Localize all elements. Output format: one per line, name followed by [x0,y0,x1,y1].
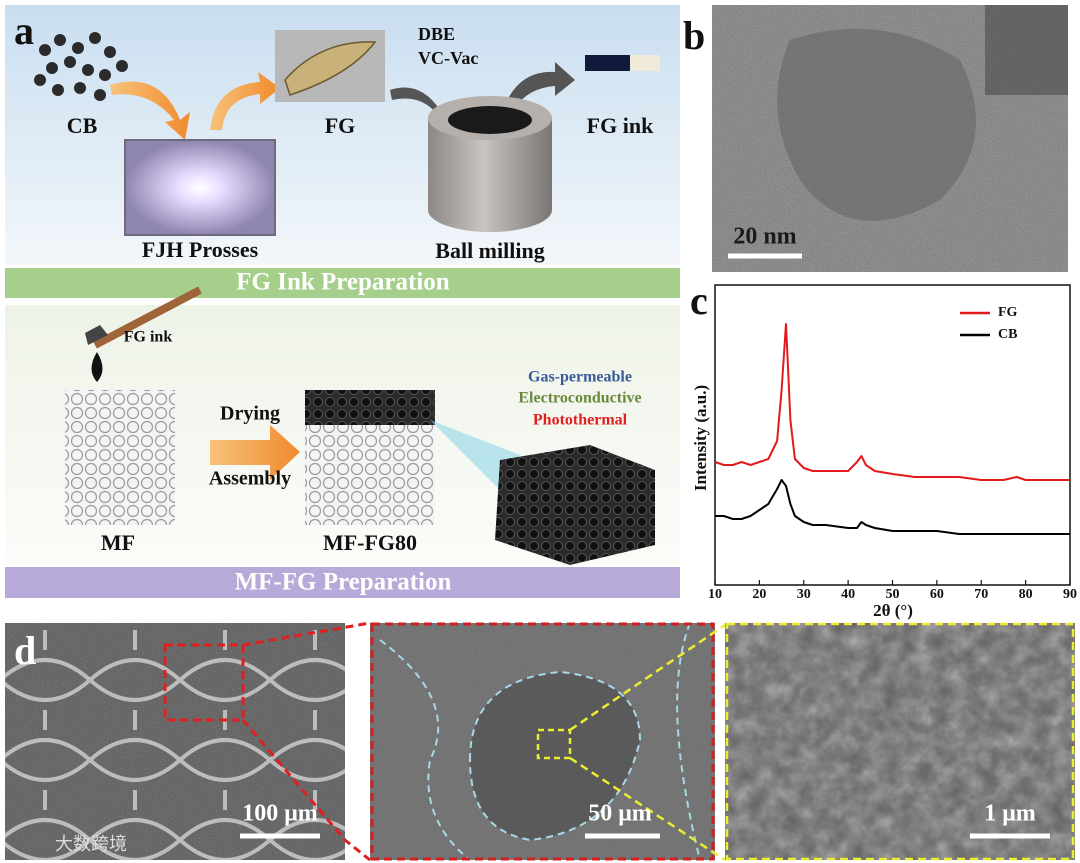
scale-label: 100 μm [242,801,318,827]
x-tick-label: 20 [752,587,766,602]
scale-label: 50 μm [588,801,652,827]
fg-cube [495,445,655,565]
scale-label: 20 nm [733,224,796,250]
brush [93,286,202,349]
label: VC-Vac [418,48,478,68]
panel-a-text: a CB FG DBE VC-Vac FG ink FJH Prosses Ba… [14,8,654,596]
label: Drying [220,403,280,425]
property: Photothermal [533,412,628,429]
mill-hole [448,106,532,134]
sem-texture [725,623,1075,860]
label: DBE [418,24,455,44]
scale-label: 1 μm [984,801,1036,827]
x-axis-label: 2θ (°) [873,601,913,620]
data-line [715,479,1070,535]
panel-label: d [14,628,36,673]
x-tick-label: 80 [1019,587,1033,602]
arrow [505,62,575,108]
zoom-line [241,621,371,862]
arrow [210,425,300,480]
mill-body [428,118,552,232]
panel-d: d 100 μm 50 μm 1 μm 大数跨境 [5,621,1075,862]
x-tick-label: 40 [841,587,855,602]
arrow [210,72,280,130]
property: Electroconductive [518,390,641,407]
zoom-box [536,728,572,760]
x-tick-label: 10 [708,587,722,602]
graphene-sheet [985,5,1068,95]
watermark: 大数跨境 [55,834,127,855]
fg-flake [284,41,377,96]
label: Assembly [209,468,291,490]
fg-coating [305,390,435,425]
x-tick-label: 30 [797,587,811,602]
frame [725,622,1075,861]
x-tick-label: 50 [886,587,900,602]
sem-texture [5,623,345,860]
panel-a [5,5,680,598]
zoom-beam [430,420,520,490]
data-line [714,323,1070,481]
x-tick-label: 90 [1063,587,1077,602]
legend-label: FG [998,305,1018,320]
label: FG [325,113,356,138]
brush-head [85,325,108,345]
mf-foam [65,390,175,525]
label: FG ink [587,113,654,138]
ink-pen-tip [630,55,660,71]
panel-label: a [14,8,34,53]
label: FG ink [124,329,173,346]
label: FJH Prosses [142,237,259,262]
fjh-device-frame [124,139,276,236]
cell-outline [468,670,642,842]
zoom-line [569,623,726,862]
carbon-black-particles [34,32,128,101]
ink-pen [585,55,630,71]
banner-title: MF-FG Preparation [235,569,452,596]
banner [5,567,680,598]
panel-c: c 2θ (°) Intensity (a.u.) 10 20 30 40 50 60 70… [690,278,1077,620]
zoom-box [163,643,245,722]
y-axis-label: Intensity (a.u.) [691,385,710,491]
banner-title: FG Ink Preparation [236,269,450,296]
ink-drop [91,352,103,382]
graphene-sheet [777,28,976,221]
panel-label: b [683,13,705,58]
panel-label: c [690,278,708,323]
cell-outline [379,622,701,861]
x-tick-label: 60 [930,587,944,602]
label: Ball milling [435,238,544,263]
panel-b: b 20 nm [683,5,1068,272]
arrow [110,81,190,140]
x-tick-label: 70 [974,587,988,602]
fjh-device [125,140,275,235]
label: MF [101,530,135,555]
label: MF-FG80 [323,530,417,555]
property: Gas-permeable [528,369,632,386]
label: CB [67,113,98,138]
legend-label: CB [998,327,1017,342]
frame [370,622,715,861]
banner [5,268,680,298]
